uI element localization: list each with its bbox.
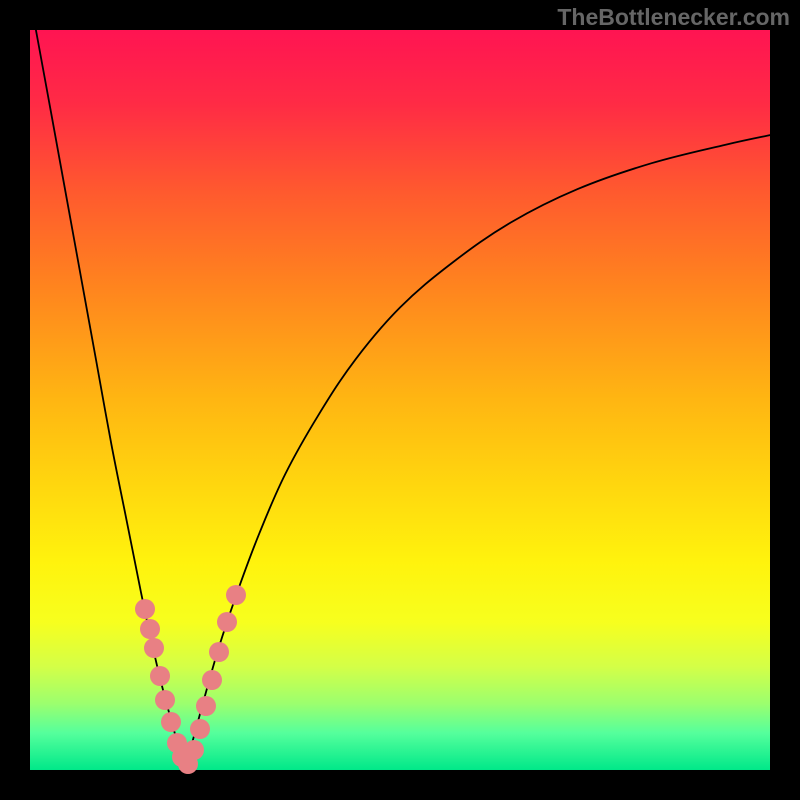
data-marker — [161, 712, 181, 732]
data-marker — [226, 585, 246, 605]
watermark-text: TheBottlenecker.com — [557, 4, 790, 31]
data-marker — [209, 642, 229, 662]
data-marker — [135, 599, 155, 619]
data-marker — [196, 696, 216, 716]
data-marker — [155, 690, 175, 710]
data-marker — [150, 666, 170, 686]
curve-layer — [0, 0, 800, 800]
data-marker — [202, 670, 222, 690]
curve-right — [185, 135, 770, 766]
data-marker — [217, 612, 237, 632]
curve-left — [36, 30, 185, 766]
chart-container: TheBottlenecker.com — [0, 0, 800, 800]
